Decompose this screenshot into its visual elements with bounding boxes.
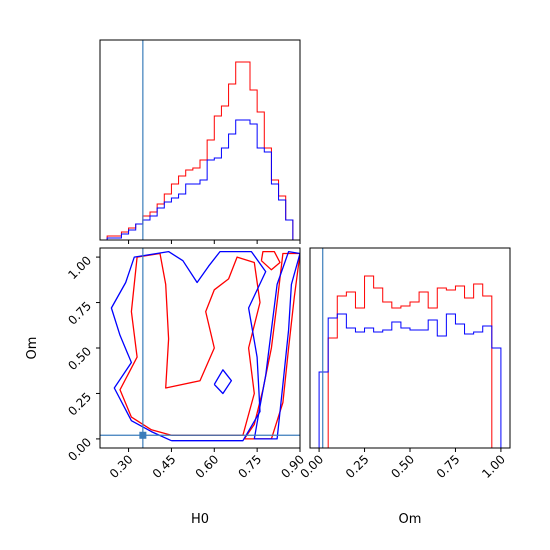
om-histogram-tick-label-4: 1.00: [479, 452, 508, 481]
om-histogram-tick-label-1: 0.25: [343, 452, 372, 481]
om-histogram-ticks: 0.00 0.25 0.50 0.75 1.00: [297, 448, 508, 481]
contour-x-tick-label-0: 0.30: [107, 452, 136, 481]
contour-x-axis-label: H0: [191, 512, 209, 527]
contour-x-tick-label-2: 0.60: [193, 452, 222, 481]
om-histogram-tick-label-3: 0.75: [434, 452, 463, 481]
h0-histogram-panel: [99, 39, 301, 244]
contour-truth-marker: [139, 431, 147, 439]
contour-x-tick-label-3: 0.75: [235, 452, 264, 481]
om-histogram-frame: [309, 247, 511, 449]
om-histogram-series: [310, 275, 510, 449]
h0-histogram-ticks: [128, 240, 301, 244]
om-histogram-tick-label-2: 0.50: [388, 452, 417, 481]
contour-y-tick-label-3: 0.75: [65, 299, 94, 328]
om-histogram-series-1: [310, 313, 510, 449]
h0-histogram-series-0: [100, 61, 300, 241]
contour-line-2: [253, 250, 300, 440]
contour-y-tick-label-4: 1.00: [65, 253, 94, 282]
contour-y-tick-label-2: 0.50: [65, 344, 94, 373]
h0-histogram-series-1: [100, 119, 300, 241]
contour-lines: [110, 250, 300, 442]
contour-y-ticks: 0.00 0.25 0.50 0.75 1.00: [65, 253, 100, 464]
om-histogram-series-0: [310, 275, 510, 449]
h0-om-contour-panel: 0.30 0.45 0.60 0.75 0.90 0.000.250.500.751.0…: [25, 247, 307, 527]
h0-histogram-frame: [99, 39, 301, 241]
h0-histogram-series: [100, 61, 300, 241]
contour-x-tick-label-1: 0.45: [150, 452, 179, 481]
contour-y-tick-label-0: 0.00: [65, 435, 94, 464]
om-histogram-tick-label-0: 0.00: [297, 452, 326, 481]
om-histogram-panel: 0.00 0.25 0.50 0.75 1.00 Om: [297, 247, 511, 527]
contour-y-axis-label: Om: [25, 337, 40, 360]
contour-line-3: [110, 250, 267, 442]
contour-line-1: [119, 252, 261, 436]
om-histogram-x-axis-label: Om: [399, 512, 422, 527]
contour-y-tick-label-1: 0.25: [65, 390, 94, 419]
contour-x-ticks: 0.30 0.45 0.60 0.75 0.90: [107, 448, 307, 481]
contour-line-5: [260, 250, 281, 271]
contour-line-4: [213, 369, 233, 395]
